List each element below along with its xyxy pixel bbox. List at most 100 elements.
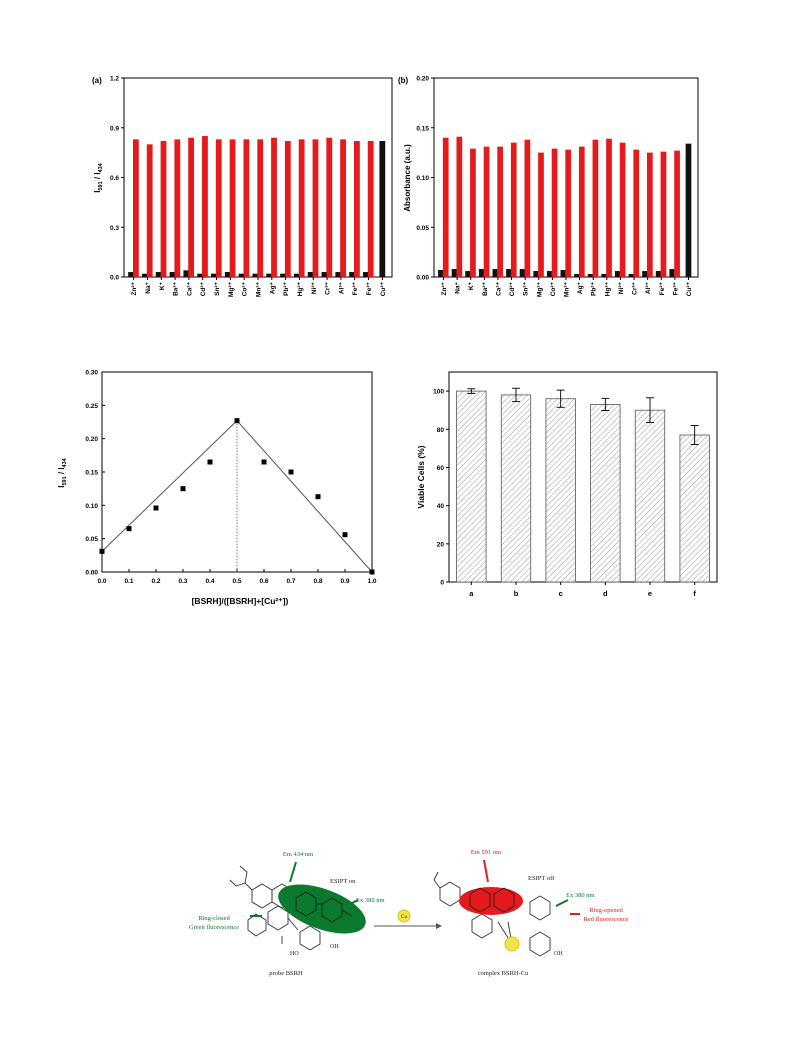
chart-b-xtick-label: Cu²⁺ [686, 281, 693, 296]
chart-b-xtick-label: Na⁺ [455, 281, 462, 293]
job-plot-ytick-label: 0.00 [85, 570, 98, 577]
chart-a-xtick-label: K⁺ [159, 281, 166, 290]
ex-380-left-label: Ex 380 nm [356, 897, 385, 904]
job-plot-yaxis: 0.00 0.05 0.10 0.15 0.20 0.25 0.30 [85, 370, 105, 577]
chart-b-xtick-label: K⁺ [468, 281, 475, 290]
job-plot-point [288, 469, 294, 475]
chart-a-bar-black [211, 273, 216, 277]
chart-a-bar-black [252, 273, 258, 277]
viability-bar [590, 404, 621, 583]
chart-a-xtick-label: Hg²⁺ [297, 281, 304, 296]
chart-b-bar-red [565, 149, 572, 277]
chart-b-bar-red [674, 150, 680, 277]
chart-b-bar-black [451, 269, 457, 277]
ex-pointer-left [345, 899, 359, 907]
viability-xtick-label: e [648, 589, 652, 598]
chart-a-xtick-label: Zn²⁺ [131, 281, 138, 295]
job-plot-point [234, 418, 240, 424]
probe-bsrh-structure-overlay [295, 891, 353, 923]
chart-b-ytick-label: 0.10 [416, 175, 429, 182]
chart-a-bar-red [229, 139, 236, 277]
reaction-scheme: Em 434 nm ESIPT on Ex 380 nm Ring-closed… [189, 849, 629, 977]
job-plot-point [207, 459, 213, 465]
chart-b-bar-red [538, 152, 544, 277]
oh-right-label: OH [554, 951, 563, 957]
viability-bar [545, 398, 576, 583]
chart-b-ytick-label: 0.15 [416, 125, 429, 132]
chart-b-bar-black [465, 271, 471, 277]
chart-b-xtick-label: Hg²⁺ [604, 281, 611, 296]
job-plot-point [261, 459, 267, 465]
job-plot-xtick-label: 1.0 [367, 578, 376, 585]
esipt-off-label: ESIPT off [528, 875, 555, 882]
chart-b-bar-black [574, 274, 580, 277]
job-plot-ylabel: I591 / I434 [57, 457, 68, 487]
chart-a-bar-black [363, 272, 368, 277]
job-plot-xtick-label: 0.9 [340, 578, 349, 585]
viability-ytick-label: 0 [440, 580, 444, 587]
chart-b-xtick-label: Ni²⁺ [618, 281, 625, 294]
viability-ytick-label: 20 [437, 541, 445, 548]
chart-a-bar-black [183, 270, 189, 277]
viability-bar [634, 409, 666, 583]
panel-label-a: (a) [92, 76, 102, 85]
chart-b-xtick-label: Mn²⁺ [564, 281, 571, 297]
job-plot-ytick-label: 0.15 [85, 470, 98, 477]
chart-b-bar-black [614, 271, 620, 277]
chart-b-bar-black [669, 269, 675, 277]
chart-b-ytick-label: 0.05 [416, 225, 429, 232]
chart-a-xtick-label: Ba²⁺ [173, 281, 180, 295]
chart-a-ytick-label: 0.3 [110, 225, 119, 232]
chart-b-bar-red [470, 148, 476, 277]
chart-a-bar-red [354, 141, 360, 277]
viability-ytick-label: 100 [433, 389, 444, 396]
viability-xtick-label: d [603, 589, 608, 598]
job-plot-xtick-label: 0.5 [232, 578, 241, 585]
chart-a-bar-black [128, 272, 134, 277]
esipt-off-ellipse [459, 887, 523, 915]
chart-b-bar-black [601, 274, 607, 277]
cu-reagent-label: Cu [401, 914, 408, 920]
chart-a-xtick-label: Cd²⁺ [200, 281, 207, 296]
chart-b-bar-black [655, 271, 661, 277]
chart-a-bar-red [215, 139, 222, 277]
chart-b-xtick-label: Zn²⁺ [441, 281, 448, 295]
chart-b-xtick-label: Pb²⁺ [591, 281, 598, 295]
green-fluorescence-label: Green fluorescence [189, 924, 239, 931]
chart-b-yaxis: 0.00 0.05 0.10 0.15 0.20 [416, 76, 434, 282]
chart-b-ylabel: Absorbance (a.u.) [403, 144, 412, 212]
chart-b-xtick-label: Ca²⁺ [495, 281, 502, 295]
chart-a-bar-red [340, 139, 346, 277]
chart-b-bar-red [633, 149, 640, 277]
chart-a-xtick-label: Ni²⁺ [311, 281, 318, 294]
chart-b-xtick-label: Fe³⁺ [672, 281, 679, 295]
em-pointer-left [289, 861, 297, 883]
chart-b-xtick-label: Mg²⁺ [536, 281, 543, 297]
chart-b-xtick-label: Ag⁺ [577, 281, 584, 294]
chart-b-ytick-label: 0.00 [416, 275, 429, 282]
viability-xtick-label: b [514, 589, 519, 598]
chart-a-bar-red [298, 139, 305, 277]
job-plot-ytick-label: 0.30 [85, 370, 98, 377]
viability-bar [456, 390, 487, 583]
job-plot-point [99, 548, 105, 554]
job-plot-xtick-label: 0.8 [313, 578, 322, 585]
chart-a-xtick-label: Pb²⁺ [283, 281, 290, 295]
chart-a: (a) I591 / I434 0.0 0.3 0.6 0.9 1.2 Zn²⁺ Na⁺ K… [92, 76, 393, 297]
chart-b-xtick-label: Al³⁺ [645, 281, 652, 294]
chart-a-xtick-label: Co²⁺ [242, 281, 249, 296]
chart-b-bar-red [660, 151, 667, 277]
chart-a-bar-red [257, 139, 264, 277]
chart-b-bar-black [546, 271, 552, 277]
chart-a-bar-black [224, 272, 230, 277]
viability-ytick-label: 40 [437, 503, 445, 510]
job-plot-fit-lines [101, 420, 373, 573]
chart-b-xaxis: Zn²⁺ Na⁺ K⁺ Ba²⁺ Ca²⁺ Cd²⁺ Sn²⁺ Mg²⁺ Co²⁺ Mn²⁺ Ag⁺… [441, 277, 693, 297]
chart-a-bar-red [284, 141, 291, 277]
viability-bar [679, 434, 710, 583]
chart-a-bar-black [349, 272, 355, 277]
cu-bound-icon [504, 936, 520, 952]
viability-frame [448, 371, 718, 583]
job-plot-point [315, 494, 321, 500]
chart-a-bars [128, 136, 386, 277]
